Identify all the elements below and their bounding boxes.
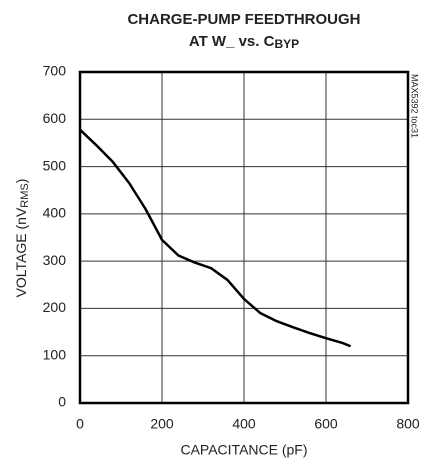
x-tick-label: 400 — [232, 416, 256, 432]
y-axis-label: ) — [13, 179, 29, 184]
x-tick-label: 200 — [150, 416, 174, 432]
data-line — [79, 128, 352, 348]
y-tick-label: 0 — [58, 394, 66, 410]
x-axis-label: CAPACITANCE (pF) — [180, 442, 307, 458]
y-tick-label: 300 — [43, 252, 67, 268]
y-axis-label: VOLTAGE (nVRMS) — [13, 179, 31, 298]
y-tick-label: 500 — [43, 157, 67, 173]
y-tick-label: 700 — [43, 63, 67, 79]
chart-title: AT W_ vs. C — [189, 33, 275, 50]
chart-title: AT W_ vs. CBYP — [189, 33, 299, 51]
chart-title: CHARGE-PUMP FEEDTHROUGH — [127, 11, 360, 28]
chart-title-subscript: BYP — [274, 37, 299, 51]
y-tick-label: 200 — [43, 299, 67, 315]
x-tick-label: 800 — [396, 416, 420, 432]
x-tick-label: 0 — [76, 416, 84, 432]
plot-border — [78, 70, 410, 405]
y-axis-label-subscript: RMS — [19, 183, 31, 207]
y-tick-label: 400 — [43, 205, 67, 221]
y-axis-label: VOLTAGE (nV — [13, 207, 29, 297]
x-tick-label: 600 — [314, 416, 338, 432]
y-tick-label: 600 — [43, 110, 67, 126]
watermark: MAX5392 toc31 — [410, 74, 420, 138]
y-tick-label: 100 — [43, 346, 67, 362]
